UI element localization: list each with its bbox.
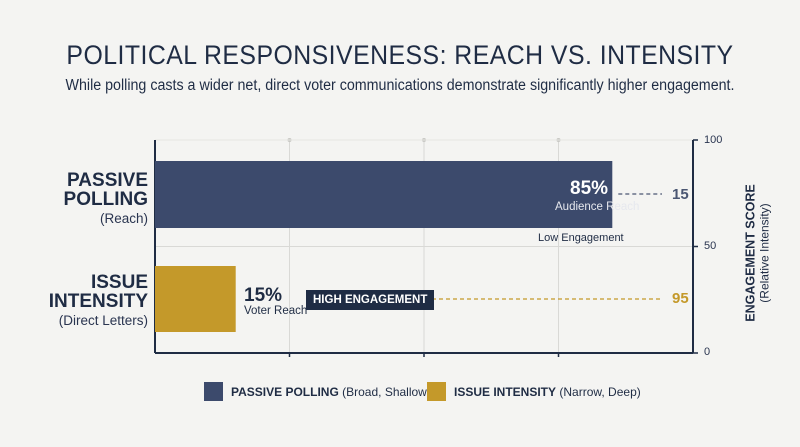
category-name-polling: PASSIVE POLLING bbox=[63, 170, 148, 210]
bar-value-label-polling: 85% bbox=[570, 178, 609, 199]
legend-label-intensity: ISSUE INTENSITY (Narrow, Deep) bbox=[454, 384, 641, 399]
chart-subtitle: While polling casts a wider net, direct … bbox=[65, 77, 735, 94]
high-engagement-badge: HIGH ENGAGEMENT bbox=[306, 290, 435, 310]
engagement-value-intensity: 95 bbox=[672, 290, 689, 307]
bar-passive-polling bbox=[155, 161, 613, 228]
right-tick-100: 100 bbox=[704, 134, 723, 146]
legend-label-polling: PASSIVE POLLING (Broad, Shallow) bbox=[231, 384, 431, 399]
bar-sublabel-intensity: Voter Reach bbox=[244, 305, 308, 317]
bar-issue-intensity bbox=[155, 266, 236, 332]
category-label-intensity: ISSUE INTENSITY (Direct Letters) bbox=[0, 273, 148, 328]
chart-title: POLITICAL RESPONSIVENESS: REACH VS. INTE… bbox=[66, 40, 734, 70]
category-sub-polling: (Reach) bbox=[99, 211, 148, 226]
right-tick-0: 0 bbox=[704, 346, 711, 358]
right-axis-title: ENGAGEMENT SCORE (Relative Intensity) bbox=[743, 184, 772, 322]
legend-swatch-intensity bbox=[427, 382, 446, 401]
low-engagement-label: Low Engagement bbox=[538, 232, 624, 244]
bar-sublabel-polling: Audience Reach bbox=[555, 201, 640, 213]
legend-swatch-polling bbox=[204, 382, 223, 401]
engagement-value-polling: 15 bbox=[672, 186, 689, 203]
right-axis-title-sub: (Relative Intensity) bbox=[757, 203, 772, 303]
legend-item-polling: PASSIVE POLLING (Broad, Shallow) bbox=[204, 382, 431, 401]
bar-value-label-intensity: 15% bbox=[244, 285, 283, 306]
legend-item-intensity: ISSUE INTENSITY (Narrow, Deep) bbox=[427, 382, 641, 401]
category-name-intensity: ISSUE INTENSITY bbox=[48, 272, 148, 312]
category-label-polling: PASSIVE POLLING (Reach) bbox=[0, 171, 148, 226]
right-axis-title-main: ENGAGEMENT SCORE bbox=[743, 184, 758, 322]
category-sub-intensity: (Direct Letters) bbox=[58, 313, 148, 328]
right-tick-50: 50 bbox=[704, 240, 717, 252]
